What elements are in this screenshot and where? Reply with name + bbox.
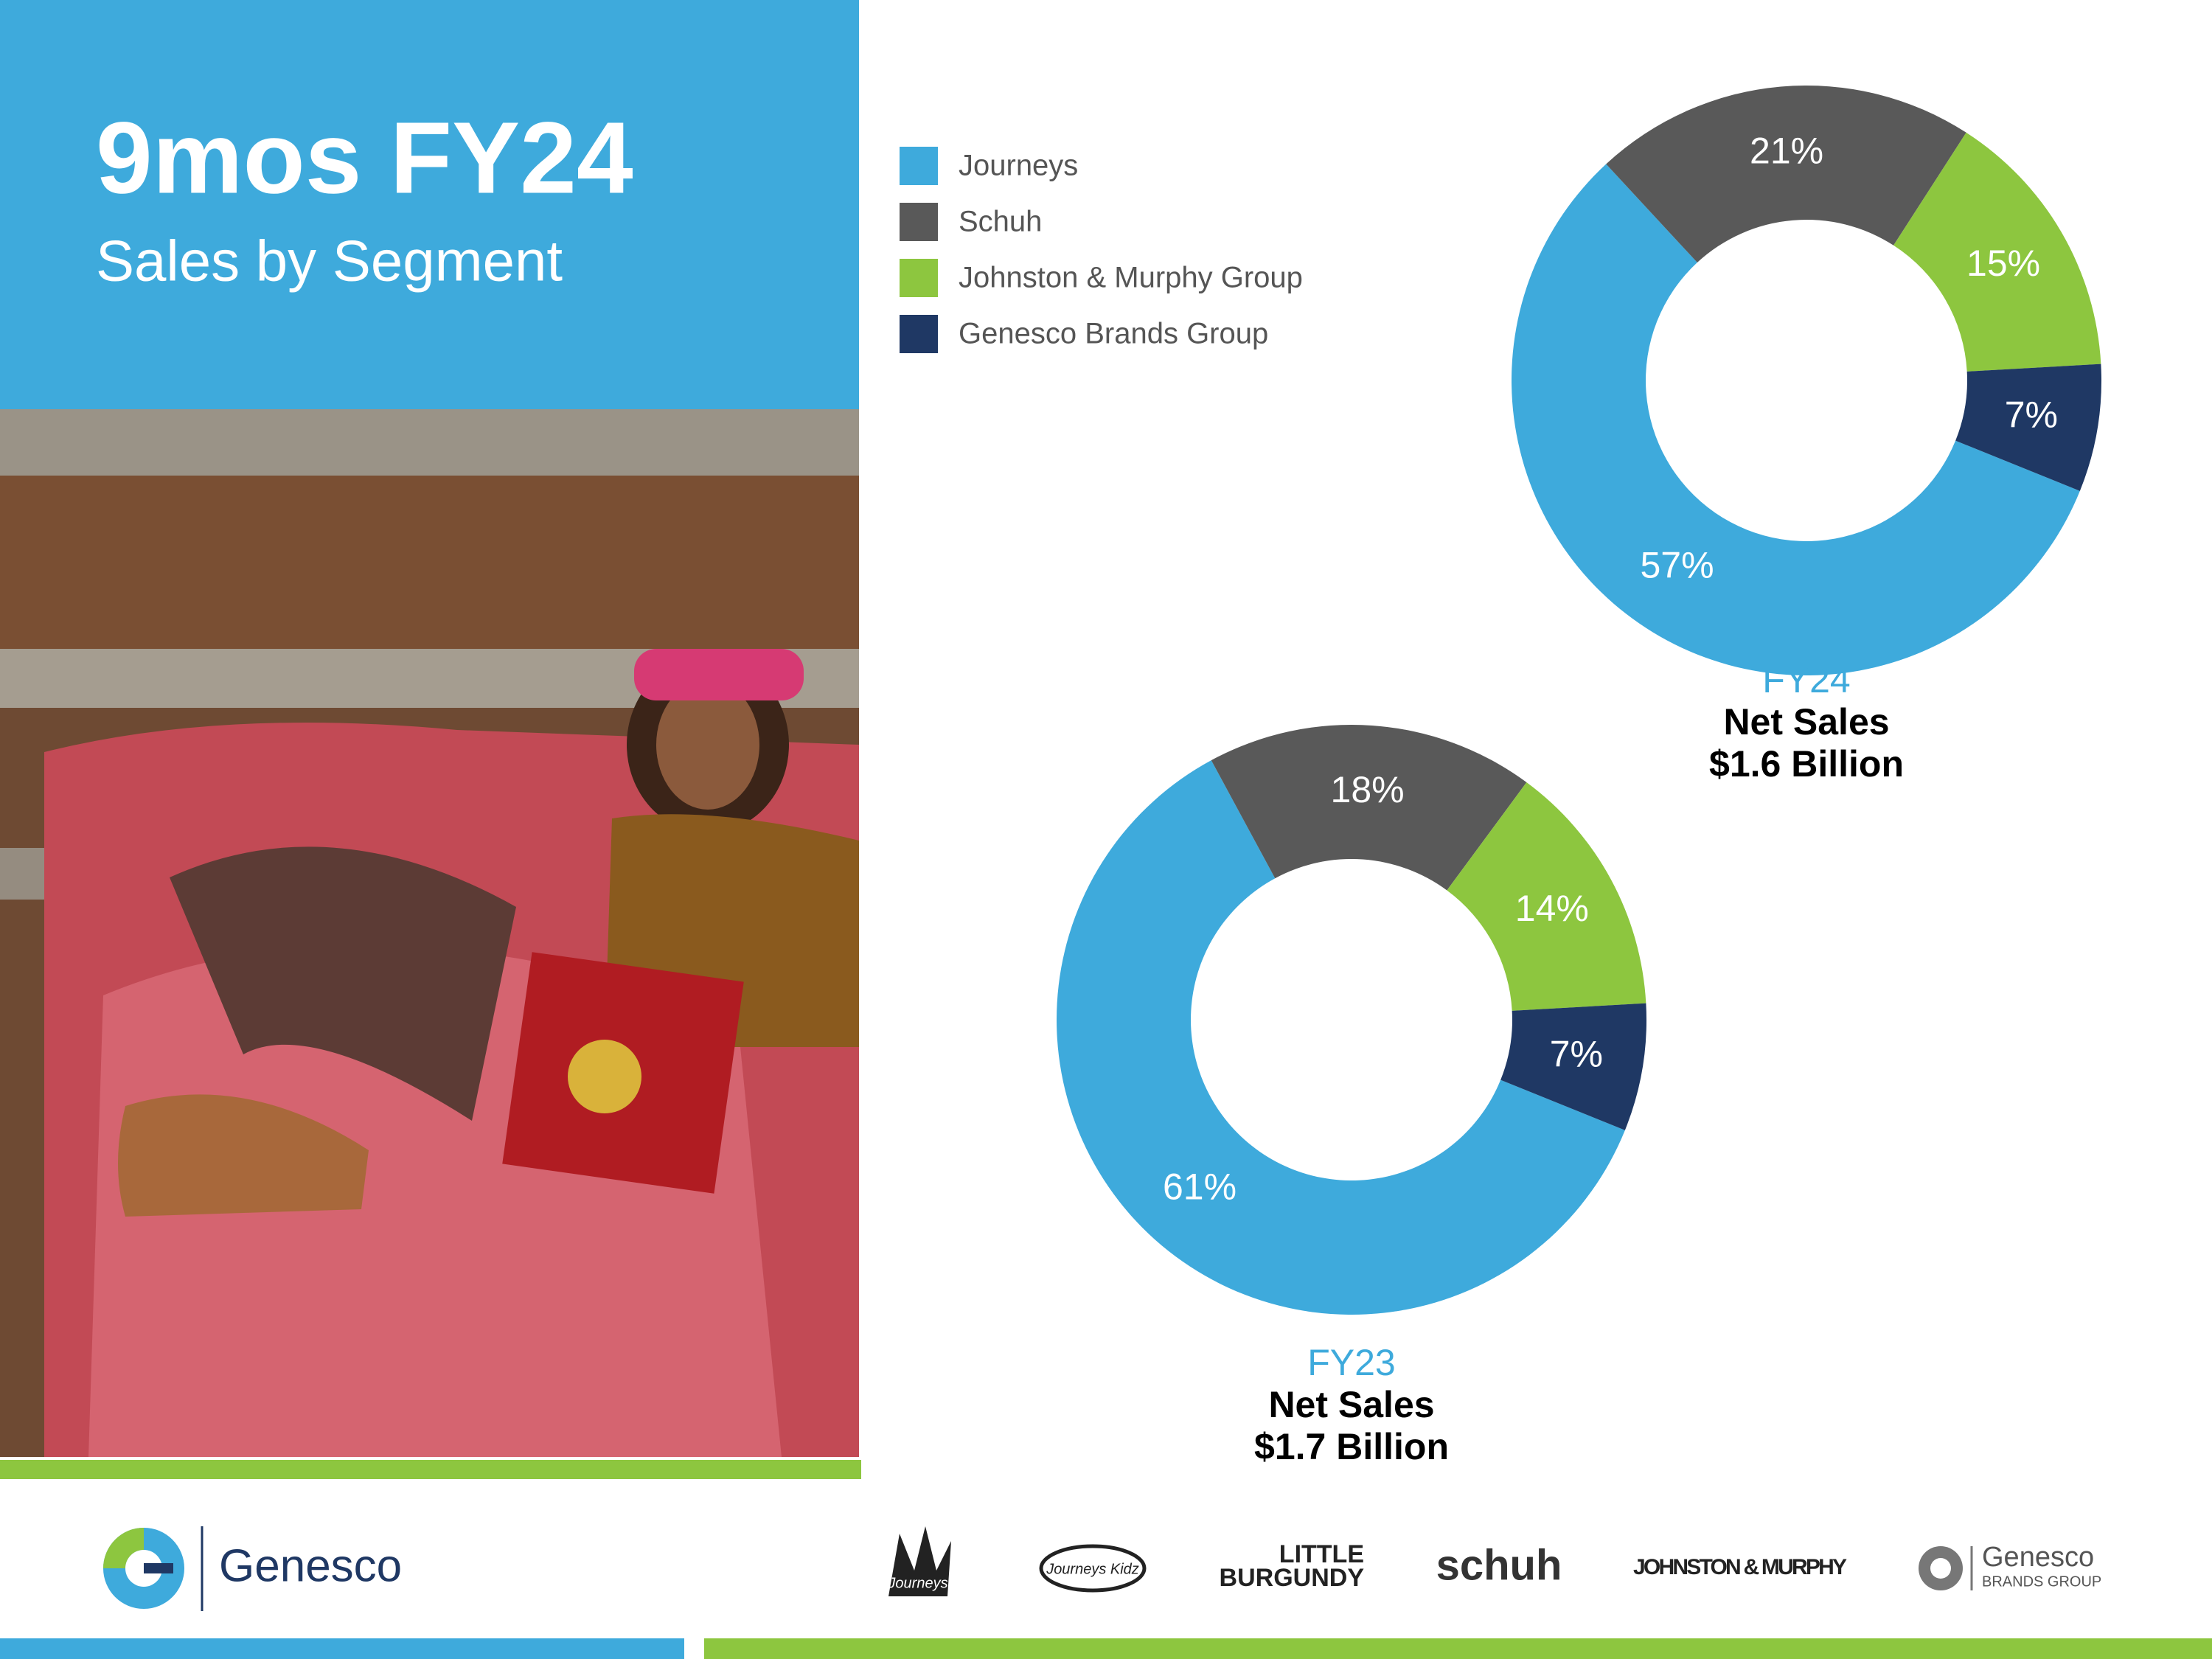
legend-label: Journeys [959,150,1078,182]
brand-logo: LITTLE [1279,1540,1364,1568]
data-label: 21% [1750,130,1823,171]
data-label: 61% [1163,1166,1237,1208]
data-label: 14% [1515,888,1589,929]
brand-logo: BRANDS GROUP [1982,1573,2101,1590]
data-label: 7% [1550,1034,1603,1075]
donut-segment [1512,164,2080,676]
subtitle: Sales by Segment [96,229,563,293]
donut-segment [1500,1003,1646,1130]
data-label: 18% [1331,769,1405,810]
brand-logo: Journeys Kidz [1046,1561,1139,1577]
brand-logo: BURGUNDY [1220,1564,1365,1592]
chart-caption: $1.7 Billion [1254,1426,1449,1467]
legend-label: Schuh [959,206,1042,238]
company-name: Genesco [219,1540,402,1591]
photo [0,409,859,1457]
accent-strip [0,1460,861,1479]
chart-caption: Net Sales [1268,1384,1434,1425]
legend-swatch [900,203,938,241]
donut-segment [1447,782,1646,1011]
company-logo: Genesco [103,1526,402,1611]
header-band [0,0,859,409]
legend-label: Johnston & Murphy Group [959,262,1303,294]
brand-logos: Journeys Journeys Kidz LITTLE BURGUNDY s… [887,1526,2101,1596]
chart-caption: Net Sales [1723,701,1889,742]
data-label: 7% [2005,394,2058,436]
donut-segment [1211,724,1527,891]
footer-bar [0,1638,684,1659]
donut-segment [1893,132,2101,372]
chart-caption: $1.6 Billion [1709,743,1904,785]
data-label: 57% [1640,545,1714,586]
chart-label: FY23 [1307,1342,1396,1383]
chart-label: FY24 [1762,659,1851,700]
brand-logo: Genesco [1982,1542,2094,1573]
legend-swatch [900,147,938,185]
legend-swatch [900,259,938,297]
brand-logo: schuh [1436,1541,1562,1589]
donut-segment [1955,364,2101,491]
brand-logo: Journeys [887,1575,947,1591]
footer-bar [704,1638,2212,1659]
data-label: 15% [1966,243,2040,284]
legend-label: Genesco Brands Group [959,318,1268,350]
brand-logo: JOHNSTON & MURPHY [1633,1555,1847,1579]
donut-segment [1606,85,1966,263]
donut-segment [1056,760,1625,1315]
legend-swatch [900,315,938,353]
title: 9mos FY24 [96,101,633,215]
